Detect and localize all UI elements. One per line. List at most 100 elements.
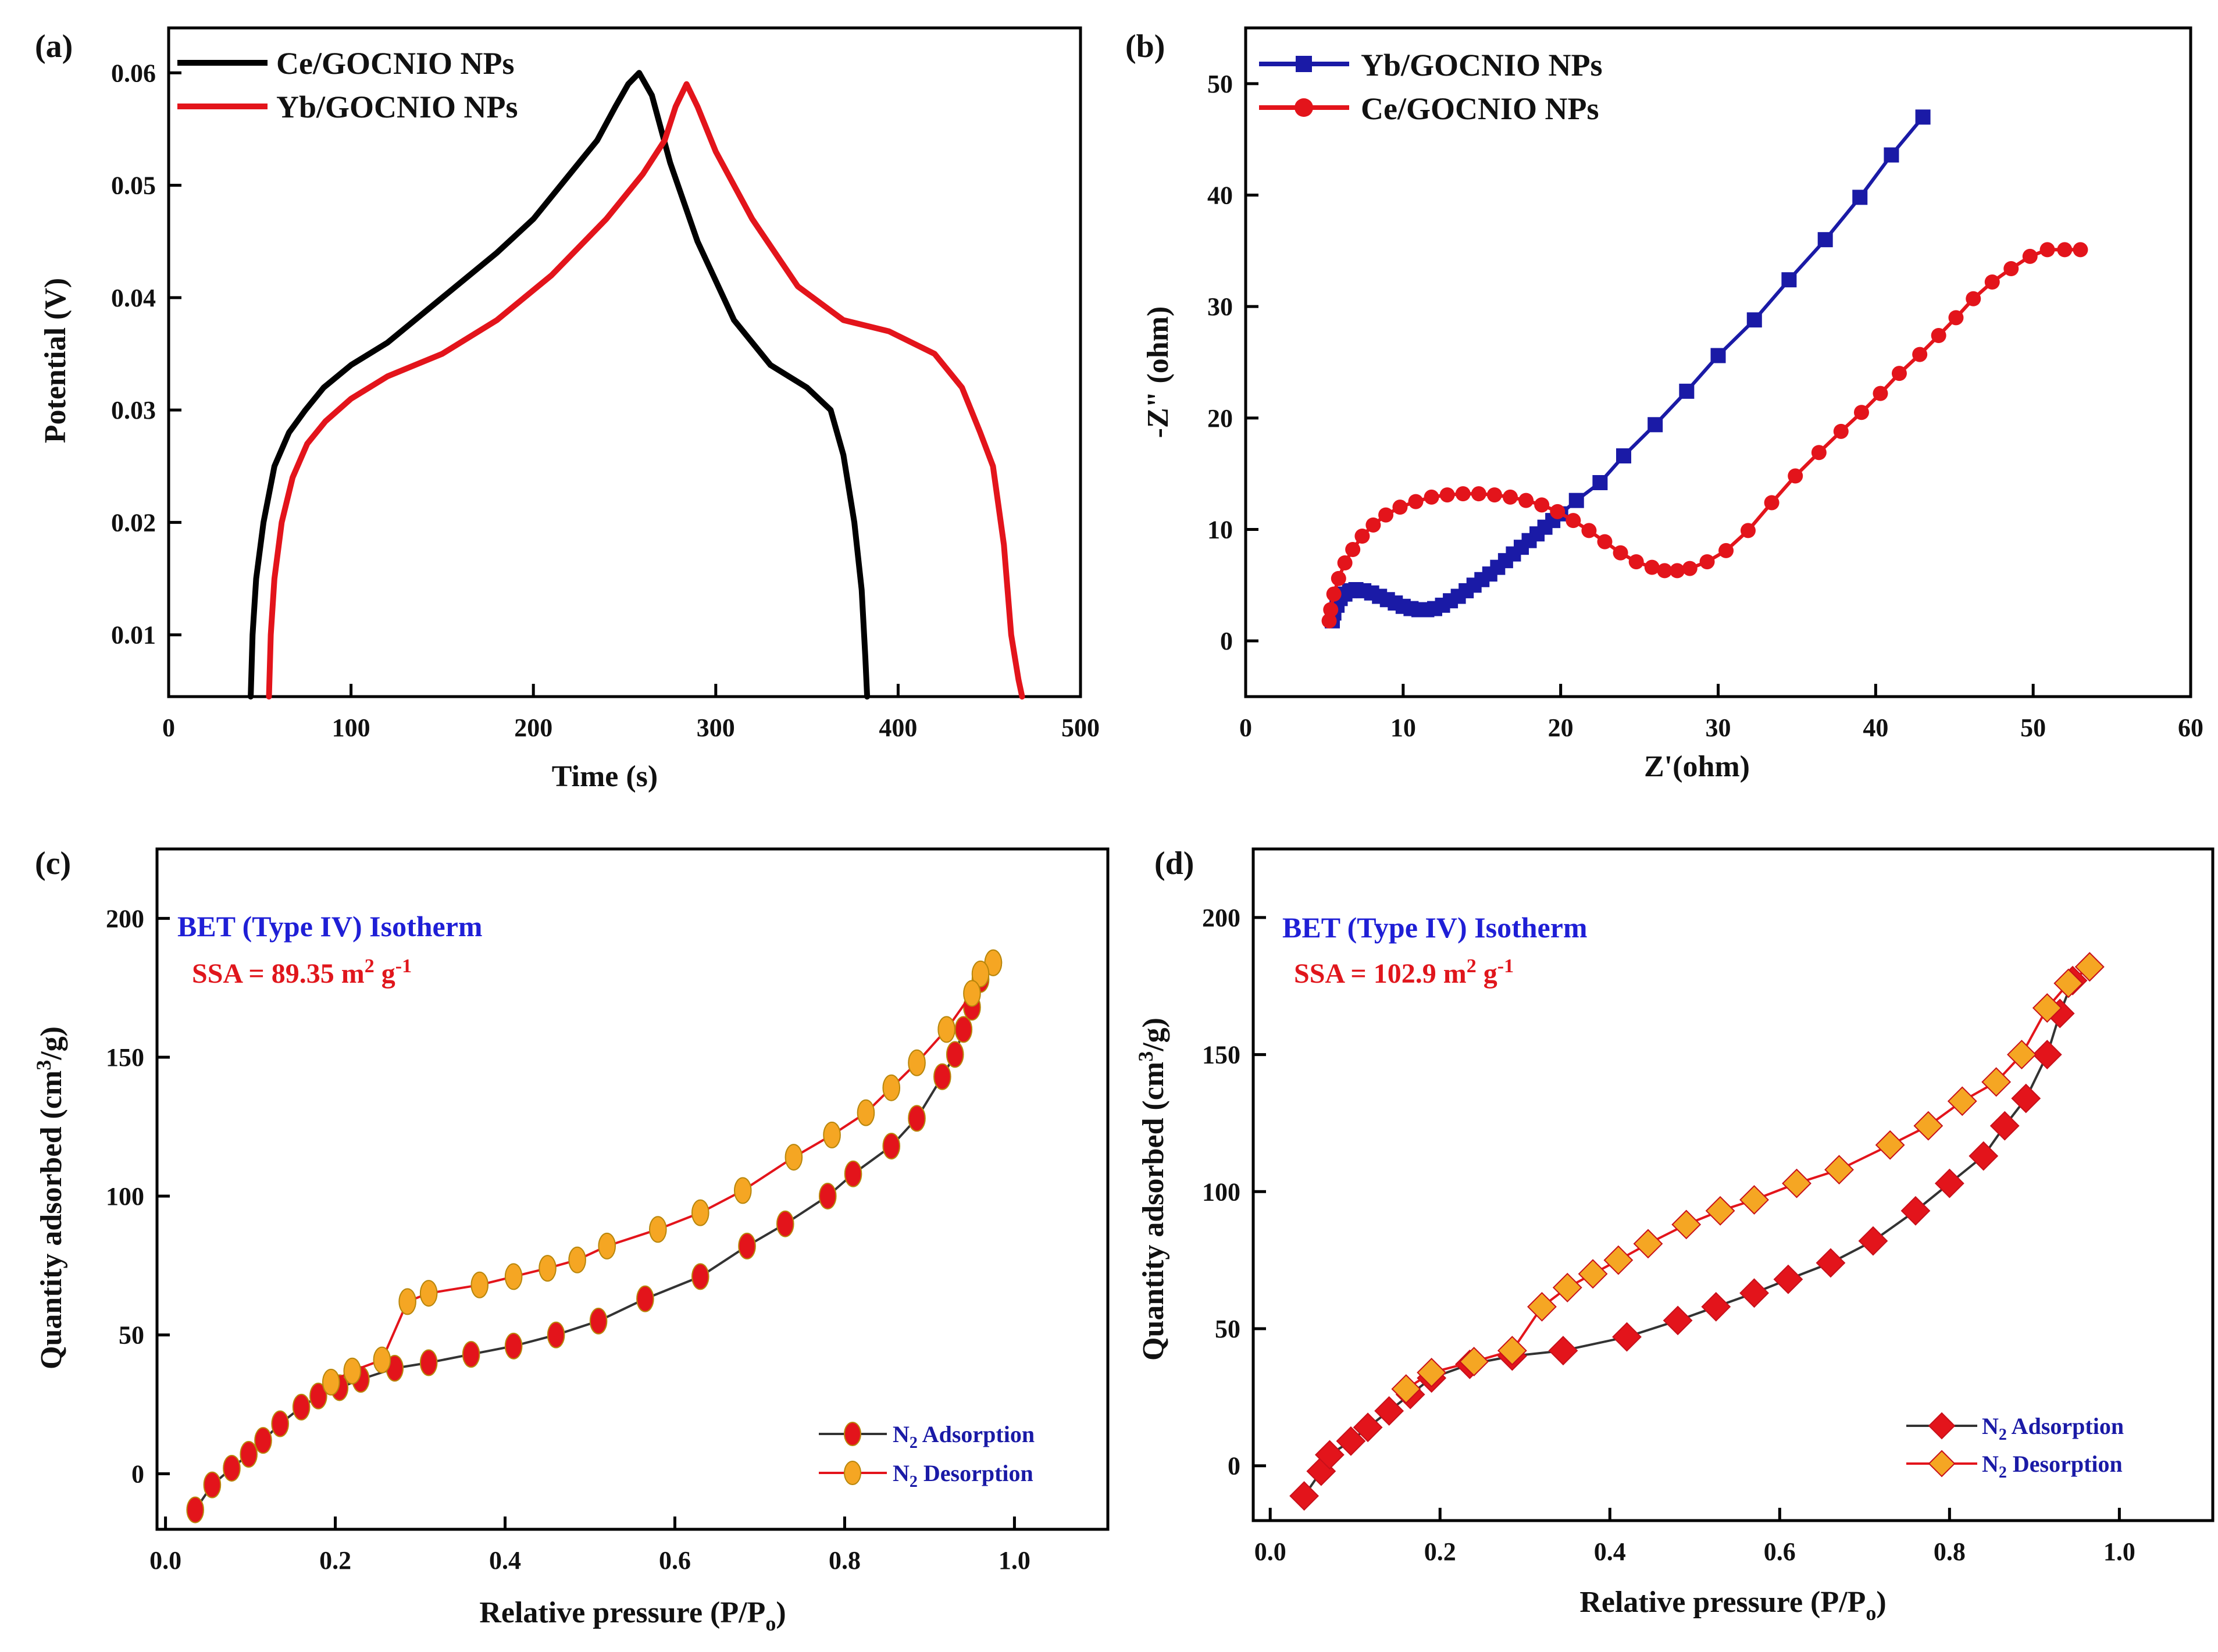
panel-d-series-0-point [1773,1264,1803,1294]
panel-c-y-tick-label: 0 [131,1460,144,1488]
panel-b-series-1-point [1518,493,1534,508]
panel-d-y-tick-label: 200 [1202,904,1240,932]
panel-b-x-tick-label: 20 [1548,713,1574,742]
panel-d-series-1-point [2007,1040,2037,1069]
panel-b-series-1-point [1853,405,1869,420]
panel-b-x-tick-label: 10 [1390,713,1416,742]
panel-b-series-1-point [1392,499,1408,515]
panel-b-x-tick-label: 60 [2178,713,2203,742]
panel-b-series-1-point [1788,468,1803,484]
panel-b-x-axis-title: Z'(ohm) [1644,750,1750,783]
panel-b-series-0-point [1592,475,1608,490]
panel-c-y-tick-label: 50 [119,1321,144,1350]
panel-d-legend-label-desorption: N2 Desorption [1982,1451,2123,1482]
panel-c-series-1-point [937,1016,955,1043]
panel-b-y-tick-label: 40 [1207,181,1233,210]
panel-c-series-0-point [547,1321,565,1348]
panel-a-y-tick-label: 0.03 [111,396,156,424]
panel-c-series-0-point [818,1182,837,1209]
panel-d-x-tick-label: 0.0 [1254,1537,1286,1566]
panel-c-series-0-point [844,1160,862,1187]
panel-c-legend-marker-adsorption [844,1422,861,1446]
panel-c-series-1-point [343,1357,362,1385]
panel-d-y-tick-label: 0 [1228,1452,1240,1480]
panel-b-series-1-point [1644,559,1660,575]
panel-b-series-1-point [1503,489,1518,505]
panel-a-y-axis-title: Potential (V) [39,278,72,443]
panel-d-series-0-point [2032,1040,2062,1069]
panel-a-y-tick-label: 0.04 [111,284,156,312]
panel-b-series-1-point [1613,545,1628,561]
panel-c-series-1-point [398,1288,416,1315]
panel-b-series-1-point [1984,274,2000,290]
panel-b-series [1321,109,2088,629]
panel-c-series-0-point [954,1016,973,1043]
panel-a-x-tick-label: 100 [332,713,370,742]
panel-a-x-tick-label: 300 [697,713,735,742]
panel-b-series-0-point [1884,147,1899,163]
panel-c-series-1-point [504,1263,523,1290]
panel-b-series-0-line [1331,115,1925,623]
panel-c-series-1-point [963,980,981,1007]
panel-b-x-tick-label: 0 [1239,713,1252,742]
panel-c-series-0-point [738,1232,756,1259]
panel-b-series-1-point [1657,563,1673,579]
panel-d-legend-label-adsorption: N2 Adsorption [1982,1413,2124,1444]
panel-a-y-tick-label: 0.05 [111,172,156,200]
panel-d-series-1-point [1981,1067,2012,1097]
panel-c-series-0-point [240,1441,258,1468]
panel-b-y-tick-label: 10 [1207,516,1233,544]
panel-c-y-tick-label: 200 [106,904,144,933]
panel-d-series-0-point [1289,1481,1320,1511]
panel-c-y-axis-title: Quantity adsorbed (cm3/g) [32,1026,68,1369]
panel-b-legend-marker-yb [1296,56,1312,72]
panel-c-series-0-point [419,1349,438,1376]
panel-d-label: (d) [1154,845,1194,882]
panel-c-series-0-point [504,1332,523,1360]
panel-d-series-1-point [1552,1272,1582,1303]
panel-b-x-tick-label: 40 [1863,713,1888,742]
panel-b-label: (b) [1125,28,1165,65]
panel-d-series-0-point [1858,1226,1888,1256]
panel-d-series-0-point [1315,1440,1345,1470]
panel-b-series-1-point [1764,495,1780,511]
panel-b-series-1-point [2039,242,2055,258]
panel-d-series-1-line [1404,965,2091,1390]
panel-c-series-1-point [691,1199,709,1226]
panel-d-y-tick-label: 150 [1202,1041,1240,1069]
panel-c-series-1-point [598,1232,616,1259]
panel-b-series-1-point [1931,328,1946,343]
panel-b-series-1-point [1891,366,1907,381]
panel-c-legend-label-adsorption: N2 Adsorption [893,1421,1035,1452]
panel-c-ticks: 0.0 0.2 0.4 0.6 0.8 1.0 0 50 100 150 200 [106,904,1030,1575]
panel-d-series-1-point [1782,1168,1812,1198]
panel-c-series-0-point [223,1454,241,1482]
panel-d-series-0-point [1989,1111,2020,1141]
panel-d-isotherm-note: BET (Type IV) Isotherm [1282,911,1588,944]
panel-c-x-tick-label: 0.0 [149,1546,181,1575]
panel-c-series-0-point [908,1105,926,1132]
panel-b-series-0-point [1852,190,1868,205]
panel-c-series-0-point [946,1041,964,1068]
panel-d-series-1-point [1671,1209,1702,1240]
panel-d-series-1-point [1913,1111,1944,1141]
panel-b-series-1-point [1811,445,1827,461]
panel-b-series-0-point [1817,232,1833,248]
panel-d-series-1-point [1578,1259,1608,1289]
panel-a-legend: Ce/GOCNIO NPs Yb/GOCNIO NPs [177,46,518,124]
panel-d-y-tick-label: 100 [1202,1178,1240,1206]
panel-c-ssa-note: SSA = 89.35 m2 g-1 [192,955,412,989]
panel-d-series-1-point [1705,1196,1735,1226]
panel-c-series-0-point [309,1382,327,1410]
panel-d-series-1-point [2074,952,2105,982]
panel-a-gcd-chart: (a) 0 100 200 300 400 500 0.01 0.02 0.03 0.04 0.05… [35,26,1100,793]
panel-c-legend-label-desorption: N2 Desorption [893,1460,1033,1491]
panel-d-ssa-note: SSA = 102.9 m2 g-1 [1294,955,1514,989]
panel-b-series-0-point [1746,312,1762,328]
panel-c-series-1-line [330,961,994,1383]
panel-b-series-1-point [1471,486,1486,502]
panel-a-ticks: 0 100 200 300 400 500 0.01 0.02 0.03 0.04 0.05 0.06 [111,59,1100,742]
panel-b-series-1-point [1833,423,1849,439]
panel-c-series-1-point [373,1346,391,1373]
panel-c-x-tick-label: 0.6 [659,1546,691,1575]
